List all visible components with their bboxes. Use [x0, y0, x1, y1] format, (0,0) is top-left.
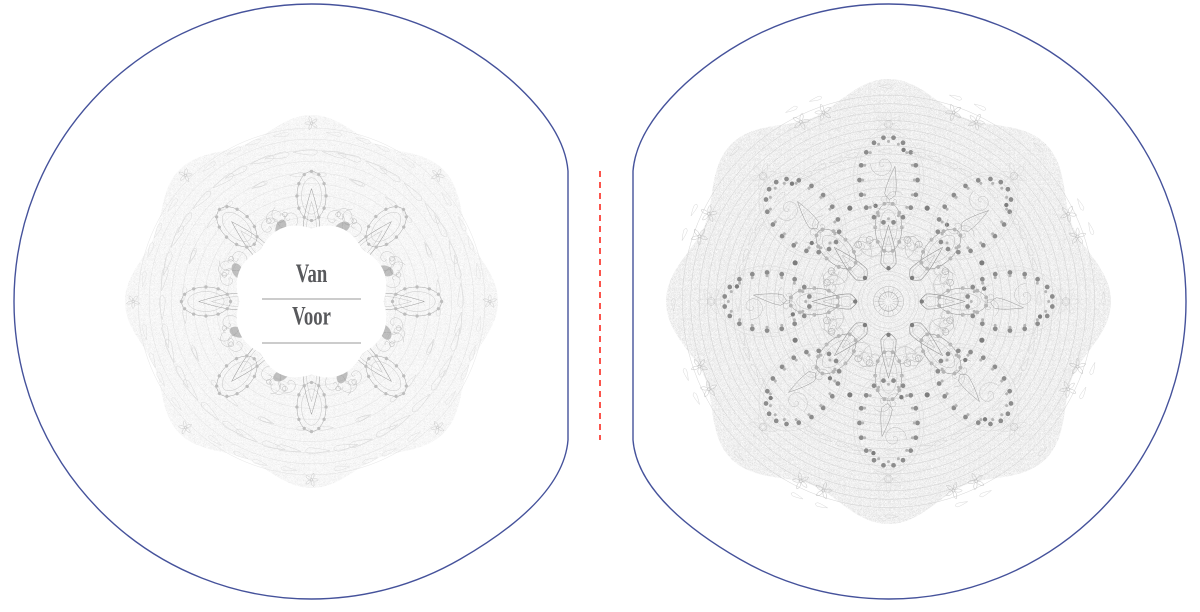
svg-text:Voor: Voor	[292, 302, 331, 331]
svg-text:Van: Van	[296, 259, 328, 288]
